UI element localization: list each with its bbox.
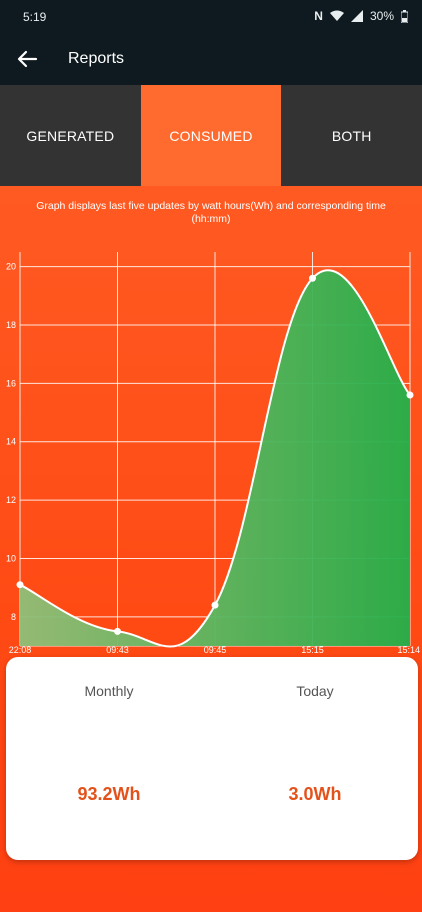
x-tick-label: 15:15 xyxy=(301,645,324,655)
y-tick-label: 14 xyxy=(6,437,16,447)
report-tabs: GENERATED CONSUMED BOTH xyxy=(0,85,422,186)
y-tick-label: 18 xyxy=(6,320,16,330)
status-icons: N 30% xyxy=(314,9,408,23)
y-tick-label: 10 xyxy=(6,553,16,563)
wifi-icon xyxy=(329,10,344,21)
app-bar: Reports xyxy=(0,32,422,85)
monthly-label: Monthly xyxy=(84,683,134,699)
signal-icon xyxy=(350,10,363,22)
monthly-value: 93.2Wh xyxy=(77,784,141,804)
tab-generated[interactable]: GENERATED xyxy=(0,85,141,186)
y-tick-label: 16 xyxy=(6,378,16,388)
consumption-chart: 8 10 12 14 16 18 20 22:08 09:43 09:45 15:15 15:14 xyxy=(6,252,420,655)
nfc-icon: N xyxy=(314,9,323,23)
today-label: Today xyxy=(296,683,334,699)
x-tick-label: 15:14 xyxy=(397,645,420,655)
data-point[interactable] xyxy=(211,601,219,609)
y-tick-label: 8 xyxy=(11,612,16,622)
chart-area xyxy=(20,270,410,647)
back-arrow-icon[interactable] xyxy=(16,48,38,70)
battery-icon xyxy=(401,9,408,23)
y-tick-label: 12 xyxy=(6,495,16,505)
monthly-summary: Monthly 93.2Wh xyxy=(6,657,212,860)
status-time: 5:19 xyxy=(23,10,47,24)
page-title: Reports xyxy=(68,50,125,67)
graph-description: Graph displays last five updates by watt… xyxy=(36,200,386,225)
x-tick-label: 09:45 xyxy=(204,645,227,655)
tab-both[interactable]: BOTH xyxy=(281,85,422,186)
data-point[interactable] xyxy=(114,627,121,635)
status-bar: 5:19 N 30% xyxy=(0,0,422,32)
data-point[interactable] xyxy=(309,274,316,282)
today-value: 3.0Wh xyxy=(288,784,342,804)
y-tick-label: 20 xyxy=(6,262,16,272)
summary-card: Monthly 93.2Wh Today 3.0Wh xyxy=(6,657,418,860)
battery-percent: 30% xyxy=(369,9,394,23)
chart-line xyxy=(19,269,411,648)
today-summary: Today 3.0Wh xyxy=(212,657,418,860)
x-tick-label: 22:08 xyxy=(9,645,32,655)
data-point[interactable] xyxy=(406,391,414,399)
tab-consumed[interactable]: CONSUMED xyxy=(140,85,282,186)
x-tick-label: 09:43 xyxy=(106,645,129,655)
data-point[interactable] xyxy=(16,581,24,589)
